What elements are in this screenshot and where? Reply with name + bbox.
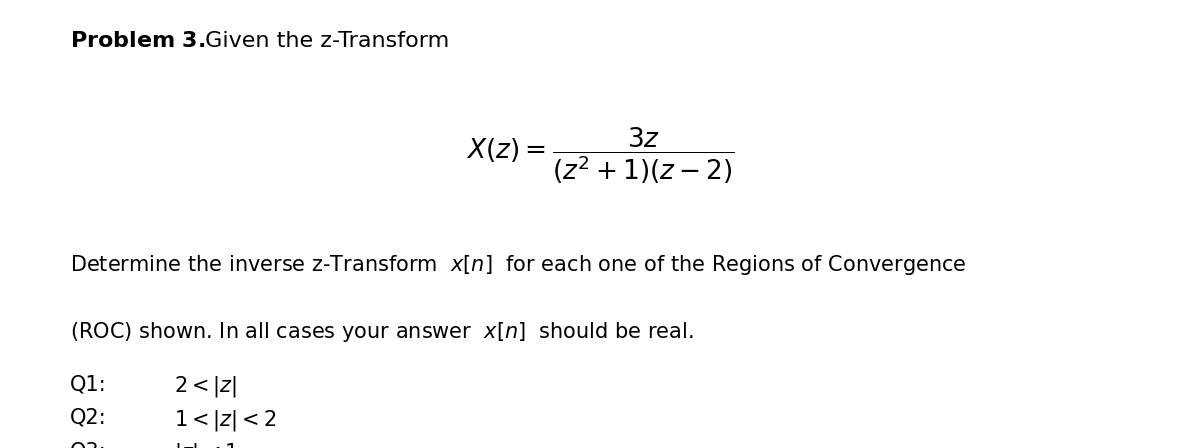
Text: $1 < |z| < 2$: $1 < |z| < 2$ xyxy=(174,408,277,433)
Text: $2 < |z|$: $2 < |z|$ xyxy=(174,374,238,399)
Text: Given the z-Transform: Given the z-Transform xyxy=(198,31,449,52)
Text: Q3:: Q3: xyxy=(70,441,107,448)
Text: $|z| < 1$: $|z| < 1$ xyxy=(174,441,238,448)
Text: Q2:: Q2: xyxy=(70,408,107,428)
Text: $\mathbf{Problem\ 3.}$: $\mathbf{Problem\ 3.}$ xyxy=(70,31,205,52)
Text: Determine the inverse z-Transform  $x[n]$  for each one of the Regions of Conver: Determine the inverse z-Transform $x[n]$… xyxy=(70,253,966,277)
Text: (ROC) shown. In all cases your answer  $x[n]$  should be real.: (ROC) shown. In all cases your answer $x… xyxy=(70,320,694,345)
Text: $X(z) = \dfrac{3z}{(z^2 +1)(z-2)}$: $X(z) = \dfrac{3z}{(z^2 +1)(z-2)}$ xyxy=(466,125,734,186)
Text: Q1:: Q1: xyxy=(70,374,107,394)
